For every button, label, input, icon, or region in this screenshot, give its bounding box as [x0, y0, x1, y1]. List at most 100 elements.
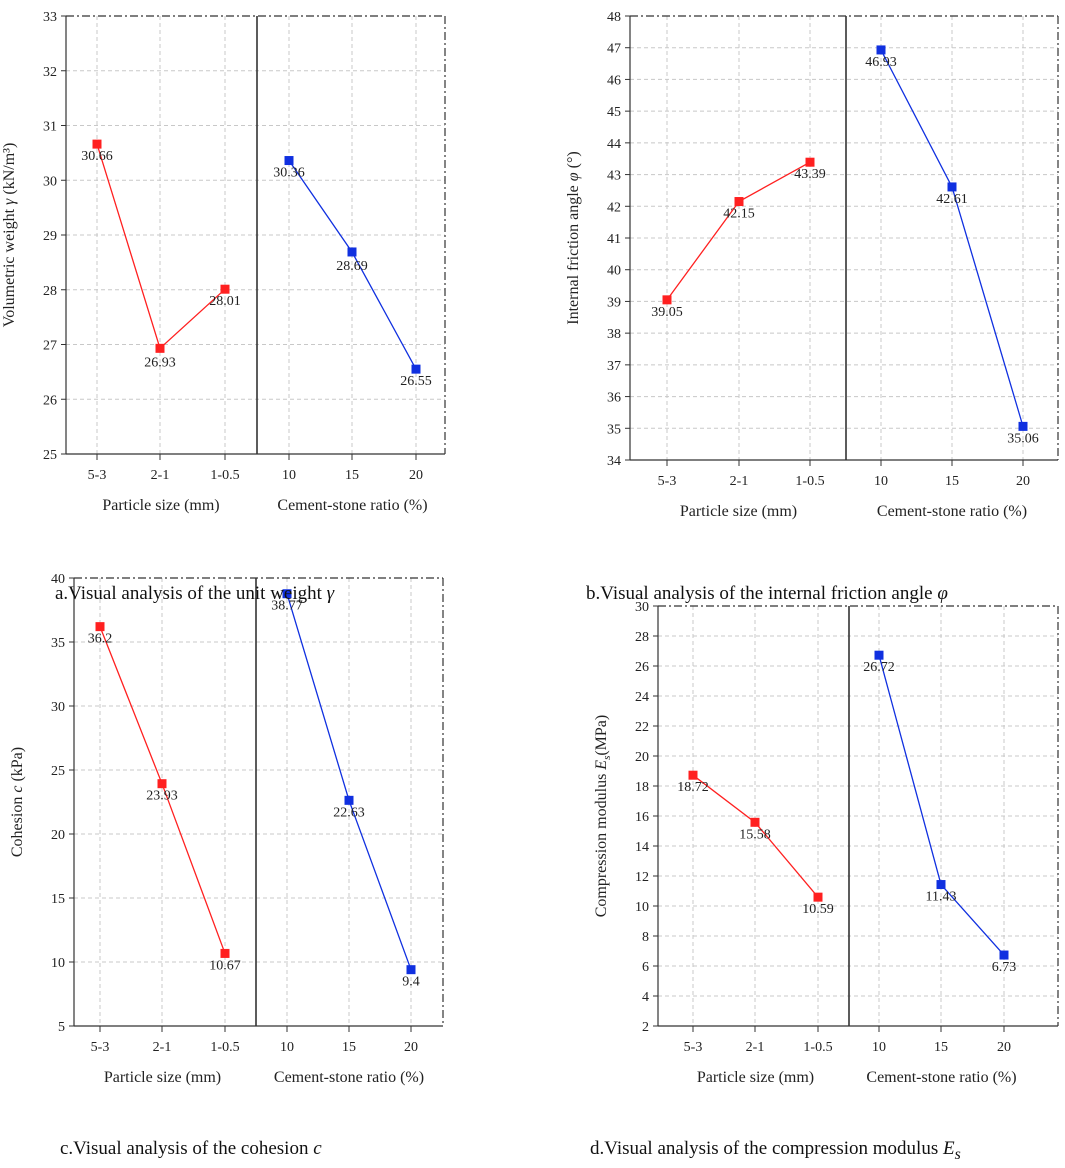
y-tick-label: 10 [51, 956, 65, 971]
data-label: 46.93 [865, 55, 897, 70]
y-tick-label: 40 [607, 264, 621, 279]
y-tick-label: 6 [642, 960, 649, 975]
y-axis-label-symbol: φ [565, 172, 582, 181]
data-point [688, 770, 698, 780]
y-tick-label: 24 [635, 690, 649, 705]
data-point [947, 182, 957, 192]
y-tick-label: 46 [607, 73, 621, 88]
y-tick-label: 34 [607, 454, 621, 469]
data-point [95, 622, 105, 632]
y-tick-label: 38 [607, 327, 621, 342]
caption-a: a.Visual analysis of the unit weight γ [55, 583, 335, 604]
data-point [936, 880, 946, 890]
data-point [220, 948, 230, 958]
y-tick-label: 20 [635, 750, 649, 765]
y-tick-label: 39 [607, 295, 621, 310]
y-tick-label: 37 [607, 359, 621, 374]
y-tick-label: 30 [43, 174, 57, 189]
x-tick-label: 1-0.5 [795, 474, 824, 489]
x-tick-label: 20 [409, 468, 423, 483]
data-point [813, 892, 823, 902]
data-label: 26.93 [144, 355, 176, 370]
caption-d: d.Visual analysis of the compression mod… [590, 1138, 961, 1163]
data-label: 42.15 [723, 207, 755, 222]
data-label: 22.63 [333, 805, 365, 820]
x-axis-label: Particle size (mm) [697, 1069, 814, 1086]
data-point [157, 779, 167, 789]
y-tick-label: 10 [635, 900, 649, 915]
y-tick-label: 14 [635, 840, 649, 855]
x-tick-label: 5-3 [88, 468, 107, 483]
y-axis-label: Compression modulus Es(MPa) [593, 715, 613, 918]
y-tick-label: 8 [642, 930, 649, 945]
y-axis-label-unit: (kPa) [9, 747, 26, 786]
data-label: 28.69 [336, 259, 368, 274]
y-tick-label: 2 [642, 1020, 649, 1035]
data-label: 30.66 [81, 149, 113, 164]
data-label: 26.55 [400, 374, 432, 389]
y-tick-label: 30 [51, 700, 65, 715]
y-tick-label: 26 [43, 393, 57, 408]
y-axis-label-text: Cohesion [9, 793, 26, 857]
x-tick-label: 5-3 [658, 474, 677, 489]
data-point [750, 817, 760, 827]
data-label: 36.2 [88, 632, 113, 647]
y-tick-label: 25 [43, 448, 57, 463]
chart-b: 34 35 36 37 38 39 40 41 42 43 44 45 46 47 48 5-3 2-1 1-0.… [565, 10, 1059, 520]
data-point [406, 965, 416, 975]
y-tick-label: 44 [607, 137, 621, 152]
data-point [155, 343, 165, 353]
y-tick-label: 30 [635, 600, 649, 615]
data-point [347, 247, 357, 257]
data-point [874, 650, 884, 660]
data-point [282, 589, 292, 599]
data-label: 30.36 [273, 166, 305, 181]
x-tick-label: 2-1 [746, 1040, 765, 1055]
caption-b: b.Visual analysis of the internal fricti… [586, 583, 948, 604]
data-label: 23.93 [146, 789, 178, 804]
y-tick-label: 16 [635, 810, 649, 825]
x-axis-label: Cement-stone ratio (%) [866, 1069, 1016, 1086]
y-axis-label-subscript: s [601, 756, 613, 760]
x-axis-label: Particle size (mm) [680, 503, 797, 520]
series-line [96, 143, 226, 350]
y-tick-label: 31 [43, 120, 57, 135]
x-tick-label: 15 [934, 1040, 948, 1055]
x-tick-label: 15 [345, 468, 359, 483]
data-label: 15.58 [739, 827, 771, 842]
data-label: 10.59 [802, 902, 834, 917]
y-axis-label-symbol: E [593, 760, 610, 771]
y-tick-label: 4 [642, 990, 649, 1005]
y-tick-label: 25 [51, 764, 65, 779]
data-label: 10.67 [209, 958, 241, 973]
y-axis-label-unit: (kN/m³) [1, 143, 18, 199]
y-tick-label: 26 [635, 660, 649, 675]
data-point [805, 157, 815, 167]
data-point [411, 364, 421, 374]
y-axis-label-symbol: γ [1, 198, 18, 205]
y-tick-label: 32 [43, 65, 57, 80]
y-axis-label-text: Internal friction angle [565, 181, 582, 325]
y-tick-label: 27 [43, 339, 57, 354]
x-axis-label: Particle size (mm) [104, 1069, 221, 1086]
y-tick-label: 29 [43, 229, 57, 244]
y-tick-label: 36 [607, 391, 621, 406]
data-point [284, 156, 294, 166]
y-axis-label: Cohesion c (kPa) [9, 747, 26, 857]
y-tick-label: 40 [51, 572, 65, 587]
y-tick-label: 47 [607, 42, 621, 57]
y-tick-label: 48 [607, 10, 621, 25]
x-axis-label: Cement-stone ratio (%) [277, 497, 427, 514]
x-axis-label: Cement-stone ratio (%) [877, 503, 1027, 520]
x-tick-label: 10 [872, 1040, 886, 1055]
y-axis-label-text: Compression modulus [593, 770, 610, 918]
x-axis-label: Particle size (mm) [102, 497, 219, 514]
data-point [876, 45, 886, 55]
data-point [220, 284, 230, 294]
data-label: 9.4 [402, 975, 420, 990]
x-tick-label: 2-1 [151, 468, 170, 483]
x-tick-label: 5-3 [684, 1040, 703, 1055]
y-axis-label-symbol: c [9, 786, 26, 793]
x-tick-label: 15 [945, 474, 959, 489]
y-tick-label: 28 [43, 284, 57, 299]
